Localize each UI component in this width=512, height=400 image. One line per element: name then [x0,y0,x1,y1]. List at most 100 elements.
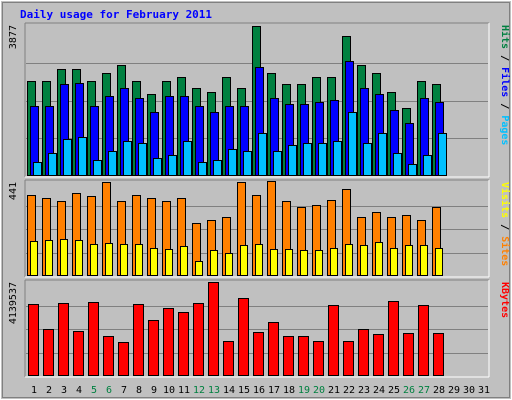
bar-visits-day-9 [150,248,158,276]
bar-visits-day-4 [75,240,83,276]
x-tick-label-31: 31 [478,385,490,396]
bar-kbytes-day-13 [208,282,219,376]
x-tick-label-16: 16 [253,385,265,396]
bar-kbytes-day-28 [433,333,444,376]
bar-visits-day-11 [180,246,188,276]
x-tick-label-19: 19 [298,385,310,396]
x-tick-label-11: 11 [178,385,190,396]
x-tick-label-6: 6 [106,385,112,396]
bar-pages-day-1 [33,162,42,176]
x-tick-label-17: 17 [268,385,280,396]
x-tick-label-7: 7 [121,385,127,396]
chart-title: Daily usage for February 2011 [20,8,212,21]
x-tick-label-21: 21 [328,385,340,396]
bar-pages-day-6 [108,151,117,176]
x-tick-label-8: 8 [136,385,142,396]
bar-visits-day-15 [240,245,248,276]
x-tick-label-14: 14 [223,385,235,396]
bar-pages-day-13 [213,160,222,176]
bar-pages-day-20 [318,143,327,176]
bar-pages-day-2 [48,153,57,176]
bar-kbytes-day-25 [388,301,399,376]
bar-pages-day-12 [198,162,207,176]
panel-1-legend: Hits / Files / Pages [499,25,511,145]
x-tick-label-25: 25 [388,385,400,396]
bar-visits-day-5 [90,244,98,276]
bar-visits-day-16 [255,244,263,276]
x-tick-label-26: 26 [403,385,415,396]
bar-pages-day-24 [378,133,387,176]
bar-pages-day-8 [138,143,147,176]
bar-visits-day-10 [165,249,173,276]
legend-kbytes: KBytes [499,282,510,318]
bar-visits-day-22 [345,244,353,276]
bar-visits-day-23 [360,245,368,276]
bar-visits-day-19 [300,250,308,276]
bar-visits-day-1 [30,241,38,276]
panel-2-legend: Visits / Sites [499,182,511,266]
x-tick-label-5: 5 [91,385,97,396]
x-tick-label-3: 3 [61,385,67,396]
legend-pages: Pages [499,115,510,145]
bar-kbytes-day-11 [178,312,189,376]
x-tick-label-4: 4 [76,385,82,396]
legend-hits: Hits [499,25,511,49]
panel-2-y-max-label: 441 [8,182,19,200]
bar-pages-day-7 [123,141,132,176]
bar-pages-day-11 [183,141,192,176]
bar-pages-day-22 [348,112,357,176]
bar-kbytes-day-20 [313,341,324,376]
bar-kbytes-day-18 [283,336,294,376]
bar-pages-day-17 [273,151,282,176]
x-tick-label-2: 2 [46,385,52,396]
x-axis-labels: 1 2 3 4 5 6 7 8 9 10 11 12 13 14 15 16 17 18 19 20 21 22 23 24 2… [31,385,490,396]
bar-kbytes-day-22 [343,341,354,376]
bar-visits-day-8 [135,244,143,276]
bar-kbytes-day-1 [28,304,39,376]
bar-kbytes-day-12 [193,303,204,376]
x-tick-label-22: 22 [343,385,355,396]
bar-kbytes-day-5 [88,302,99,376]
x-tick-label-20: 20 [313,385,325,396]
bar-pages-day-26 [408,164,417,176]
bar-visits-day-18 [285,249,293,276]
bar-kbytes-day-2 [43,329,54,376]
panel-1: 3877 Hits / Files / Pages [8,22,511,178]
bar-pages-day-27 [423,155,432,176]
panel-3-legend: KBytes [499,282,510,318]
x-tick-label-9: 9 [151,385,157,396]
legend-separator: / [499,49,510,67]
bar-visits-day-13 [210,250,218,276]
x-tick-label-13: 13 [208,385,220,396]
bar-pages-day-23 [363,143,372,176]
bar-visits-day-26 [405,245,413,276]
bar-pages-day-4 [78,137,87,176]
bar-kbytes-day-24 [373,334,384,376]
bar-kbytes-day-3 [58,303,69,376]
bar-kbytes-day-8 [133,304,144,376]
legend-files: Files [499,67,511,97]
panel-3: 4139537 KBytes [8,279,510,378]
bar-pages-day-10 [168,155,177,176]
bar-kbytes-day-7 [118,342,129,376]
x-tick-label-15: 15 [238,385,250,396]
bar-kbytes-day-26 [403,333,414,376]
bar-pages-day-25 [393,153,402,176]
x-tick-label-27: 27 [418,385,430,396]
x-tick-label-18: 18 [283,385,295,396]
bar-visits-day-24 [375,242,383,276]
x-tick-label-28: 28 [433,385,445,396]
bar-kbytes-day-10 [163,308,174,376]
bar-visits-day-20 [315,250,323,276]
bar-visits-day-27 [420,245,428,276]
bar-pages-day-3 [63,139,72,176]
bar-visits-day-14 [225,253,233,276]
bar-pages-day-18 [288,145,297,176]
legend-separator: / [499,218,510,236]
bar-kbytes-day-21 [328,305,339,376]
bar-visits-day-3 [60,239,68,276]
x-tick-label-24: 24 [373,385,385,396]
